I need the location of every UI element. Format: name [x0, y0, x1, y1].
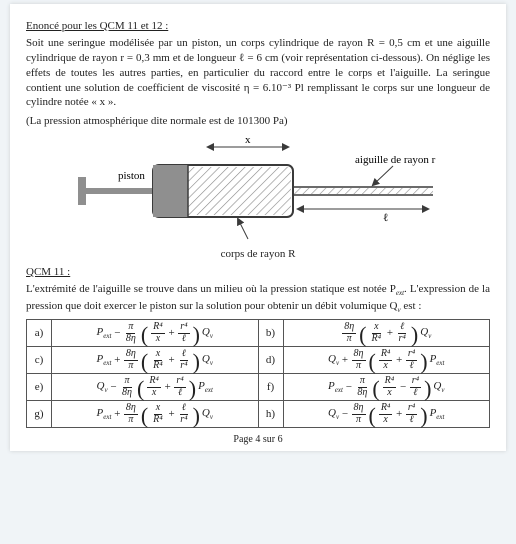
header: Enoncé pour les QCM 11 et 12 : — [26, 20, 490, 32]
expr-b: 8ηπ(xR⁴+ℓr⁴)Qv — [283, 320, 490, 347]
label-piston: piston — [118, 170, 145, 182]
syringe-svg: x piston aiguille de rayon r ℓ — [73, 135, 443, 245]
page-footer: Page 4 sur 6 — [26, 434, 490, 445]
label-h: h) — [258, 401, 283, 428]
label-ell: ℓ — [383, 212, 388, 224]
expr-e: Qv−π8η(R⁴x+r⁴ℓ)Pext — [52, 374, 259, 401]
label-b: b) — [258, 320, 283, 347]
label-e: e) — [27, 374, 52, 401]
statement-block: Soit une seringue modélisée par un pisto… — [26, 36, 490, 129]
label-g: g) — [27, 401, 52, 428]
table-row: g) Pext+8ηπ(xR⁴+ℓr⁴)Qv h) Qv−8ηπ(R⁴x+r⁴ℓ… — [27, 401, 490, 428]
expr-h: Qv−8ηπ(R⁴x+r⁴ℓ)Pext — [283, 401, 490, 428]
label-aiguille: aiguille de rayon r — [355, 154, 436, 166]
table-row: a) Pext−π8η(R⁴x+r⁴ℓ)Qv b) 8ηπ(xR⁴+ℓr⁴)Qv — [27, 320, 490, 347]
document-page: Enoncé pour les QCM 11 et 12 : Soit une … — [10, 4, 506, 451]
label-a: a) — [27, 320, 52, 347]
expr-g: Pext+8ηπ(xR⁴+ℓr⁴)Qv — [52, 401, 259, 428]
statement-p2: (La pression atmosphérique dite normale … — [26, 114, 490, 129]
syringe-diagram: x piston aiguille de rayon r ℓ corps de … — [26, 135, 490, 260]
label-corps: corps de rayon R — [26, 248, 490, 260]
expr-d: Qv+8ηπ(R⁴x+r⁴ℓ)Pext — [283, 347, 490, 374]
qcm11-text: L'extrémité de l'aiguille se trouve dans… — [26, 282, 490, 315]
label-x: x — [245, 135, 251, 146]
table-row: e) Qv−π8η(R⁴x+r⁴ℓ)Pext f) Pext−π8η(R⁴x−r… — [27, 374, 490, 401]
expr-c: Pext+8ηπ(xR⁴+ℓr⁴)Qv — [52, 347, 259, 374]
answers-table: a) Pext−π8η(R⁴x+r⁴ℓ)Qv b) 8ηπ(xR⁴+ℓr⁴)Qv… — [26, 319, 490, 428]
expr-f: Pext−π8η(R⁴x−r⁴ℓ)Qv — [283, 374, 490, 401]
qcm11-text-block: L'extrémité de l'aiguille se trouve dans… — [26, 282, 490, 315]
qcm11-head: QCM 11 : — [26, 266, 490, 278]
label-d: d) — [258, 347, 283, 374]
expr-a: Pext−π8η(R⁴x+r⁴ℓ)Qv — [52, 320, 259, 347]
table-row: c) Pext+8ηπ(xR⁴+ℓr⁴)Qv d) Qv+8ηπ(R⁴x+r⁴ℓ… — [27, 347, 490, 374]
label-f: f) — [258, 374, 283, 401]
label-c: c) — [27, 347, 52, 374]
statement-p1: Soit une seringue modélisée par un pisto… — [26, 36, 490, 110]
